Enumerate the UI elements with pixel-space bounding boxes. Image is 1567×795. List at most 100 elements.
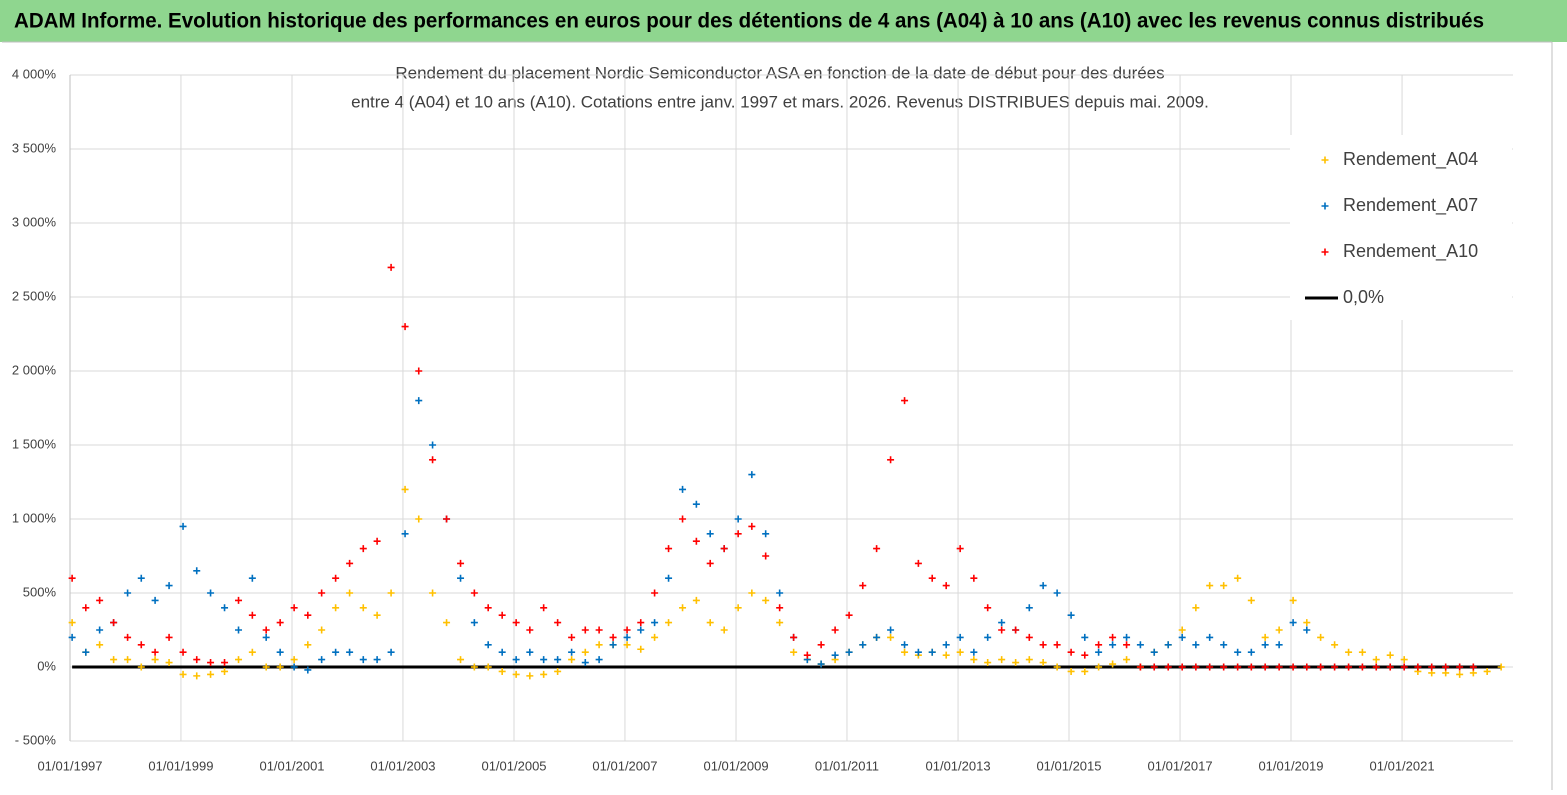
data-point [165, 659, 173, 667]
data-point [595, 626, 603, 634]
data-point [151, 648, 159, 656]
chart-title: Rendement du placement Nordic Semiconduc… [395, 63, 1164, 82]
data-point [401, 530, 409, 538]
data-point [68, 574, 76, 582]
data-point [554, 656, 562, 664]
data-point [96, 641, 104, 649]
data-point [318, 626, 326, 634]
data-point [346, 589, 354, 597]
data-point [1012, 659, 1020, 667]
data-point [235, 596, 243, 604]
data-point [1109, 633, 1117, 641]
data-point [984, 633, 992, 641]
data-point [1039, 582, 1047, 590]
data-point [207, 659, 215, 667]
header-bar [0, 0, 1567, 42]
y-tick-label: 500% [23, 584, 57, 599]
data-point [332, 648, 340, 656]
data-point [540, 670, 548, 678]
data-point [1234, 663, 1242, 671]
data-point [484, 604, 492, 612]
data-point [304, 666, 312, 674]
data-point [470, 589, 478, 597]
data-point [1192, 663, 1200, 671]
data-point [1317, 633, 1325, 641]
data-point [1456, 670, 1464, 678]
x-tick-label: 01/01/2009 [703, 758, 768, 773]
data-point [887, 633, 895, 641]
data-point [817, 641, 825, 649]
data-point [1469, 669, 1477, 677]
data-point [429, 589, 437, 597]
data-point [1164, 641, 1172, 649]
data-point [290, 663, 298, 671]
data-point [359, 656, 367, 664]
data-point [1345, 663, 1353, 671]
y-tick-label: 3 000% [12, 214, 57, 229]
data-point [165, 582, 173, 590]
data-point [1150, 648, 1158, 656]
y-tick-label: 1 500% [12, 436, 57, 451]
data-point [956, 633, 964, 641]
data-point [1095, 641, 1103, 649]
data-point [665, 619, 673, 627]
data-point [748, 589, 756, 597]
chart-title: entre 4 (A04) et 10 ans (A10). Cotations… [351, 92, 1209, 111]
data-point [1497, 663, 1505, 671]
data-point [1206, 663, 1214, 671]
data-point [581, 659, 589, 667]
data-point [110, 656, 118, 664]
data-point [137, 641, 145, 649]
legend-label: Rendement_A07 [1343, 195, 1478, 216]
data-point [1081, 667, 1089, 675]
data-point [248, 648, 256, 656]
data-point [637, 626, 645, 634]
data-point [901, 397, 909, 405]
data-point [1234, 648, 1242, 656]
data-point [1025, 633, 1033, 641]
data-point [290, 604, 298, 612]
data-point [1247, 648, 1255, 656]
data-point [179, 648, 187, 656]
data-point [1220, 663, 1228, 671]
x-tick-label: 01/01/2013 [926, 758, 991, 773]
data-point [387, 263, 395, 271]
data-point [443, 619, 451, 627]
data-point [1206, 633, 1214, 641]
data-point [318, 589, 326, 597]
data-point [1164, 663, 1172, 671]
plot [68, 263, 1505, 680]
data-point [942, 582, 950, 590]
data-point [1428, 663, 1436, 671]
data-point [1095, 663, 1103, 671]
data-point [970, 648, 978, 656]
data-point [776, 589, 784, 597]
legend-label: Rendement_A04 [1343, 149, 1478, 170]
data-point [734, 515, 742, 523]
data-point [942, 641, 950, 649]
data-point [637, 619, 645, 627]
data-point [1136, 663, 1144, 671]
data-point [817, 660, 825, 668]
data-point [1386, 651, 1394, 659]
data-point [179, 670, 187, 678]
data-point [221, 604, 229, 612]
data-point [1469, 663, 1477, 671]
data-point [1456, 663, 1464, 671]
data-point [235, 626, 243, 634]
x-tick-label: 01/01/2007 [592, 758, 657, 773]
data-point [873, 545, 881, 553]
data-point [512, 670, 520, 678]
x-tick-label: 01/01/1999 [148, 758, 213, 773]
data-point [942, 651, 950, 659]
data-point [568, 648, 576, 656]
data-point [859, 582, 867, 590]
data-point [1192, 641, 1200, 649]
data-point [803, 651, 811, 659]
data-point [512, 656, 520, 664]
data-point [609, 641, 617, 649]
data-point [845, 611, 853, 619]
data-point [554, 619, 562, 627]
data-point [998, 619, 1006, 627]
